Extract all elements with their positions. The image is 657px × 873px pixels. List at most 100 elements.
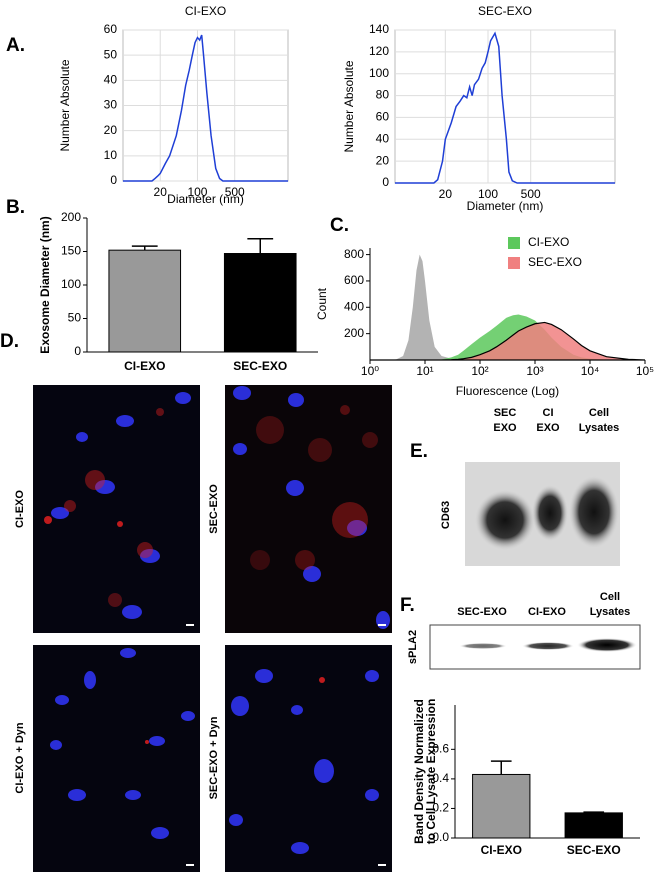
legend-label: CI-EXO	[528, 235, 569, 249]
y-tick-label: 200	[61, 210, 81, 224]
y-axis-label: Band Density Normalized	[412, 699, 426, 844]
image-label: CI-EXO	[14, 490, 26, 528]
y-tick-label: 0.6	[432, 742, 449, 756]
bar	[108, 249, 182, 353]
lane-label: CI	[543, 407, 554, 419]
x-axis-label: Fluorescence (Log)	[456, 384, 559, 398]
line	[123, 34, 288, 182]
y-axis-label: Exosome Diameter (nm)	[38, 216, 52, 353]
lane-label: SEC	[494, 407, 517, 419]
y-tick-label: 0.4	[432, 771, 449, 785]
x-tick-label: SEC-EXO	[567, 843, 621, 857]
panel-label: C.	[330, 215, 349, 236]
y-tick-label: 80	[376, 88, 390, 102]
y-axis-label: to Cell Lysate Expression	[424, 699, 438, 845]
y-axis-label: Count	[315, 287, 329, 320]
lane-label: Cell	[600, 591, 620, 603]
y-tick-label: 40	[104, 73, 118, 87]
x-tick-label: 100	[187, 185, 207, 199]
chart-title: CI-EXO	[185, 4, 226, 18]
blot-spla2: SEC-EXO CI-EXO Cell Lysates sPLA2	[407, 591, 641, 670]
bar	[223, 253, 297, 353]
x-tick-label: CI-EXO	[481, 843, 522, 857]
error-bar	[131, 245, 158, 251]
x-tick-label: 10²	[471, 364, 488, 378]
y-tick-label: 140	[369, 22, 389, 36]
error-bar	[583, 811, 605, 813]
y-tick-label: 20	[376, 153, 390, 167]
image-label: CI-EXO + Dyn	[14, 722, 26, 793]
legend-swatch	[508, 237, 520, 249]
y-tick-label: 40	[376, 131, 390, 145]
x-tick-label: 500	[521, 187, 541, 201]
y-tick-label: 150	[61, 244, 81, 258]
y-tick-label: 20	[104, 123, 118, 137]
y-tick-label: 0	[74, 344, 81, 358]
legend-swatch	[508, 257, 520, 269]
panel-label: E.	[410, 441, 428, 462]
image-label: SEC-EXO + Dyn	[208, 716, 220, 799]
y-tick-label: 400	[344, 299, 364, 313]
panel-label: F.	[400, 595, 415, 616]
blot-cd63: SEC EXO CI EXO Cell Lysates CD63	[440, 407, 620, 566]
y-tick-label: 100	[61, 277, 81, 291]
y-tick-label: 800	[344, 247, 364, 261]
y-axis-label: Number Absolute	[342, 60, 356, 152]
y-axis-label: Number Absolute	[58, 59, 72, 151]
y-tick-label: 0	[110, 173, 117, 187]
y-tick-label: 0.0	[432, 830, 449, 844]
lane-label: Lysates	[590, 606, 631, 618]
bar	[472, 773, 531, 839]
x-tick-label: 20	[439, 187, 453, 201]
x-tick-label: 20	[154, 185, 168, 199]
y-tick-label: 60	[376, 110, 390, 124]
panel-label: A.	[6, 35, 25, 56]
x-tick-label: 100	[478, 187, 498, 201]
y-tick-label: 600	[344, 273, 364, 287]
x-axis-label: Diameter (nm)	[167, 192, 244, 206]
x-tick-label: 10⁵	[636, 364, 654, 378]
y-tick-label: 200	[344, 326, 364, 340]
y-tick-label: 50	[104, 47, 118, 61]
marker-label: sPLA2	[407, 630, 419, 664]
lane-label: CI-EXO	[528, 606, 566, 618]
x-tick-label: 10¹	[416, 364, 433, 378]
lane-label: Cell	[589, 407, 609, 419]
plot-frame	[394, 29, 616, 184]
area	[370, 254, 645, 360]
y-tick-label: 30	[104, 98, 118, 112]
error-bar	[490, 760, 512, 775]
x-tick-label: 10⁴	[581, 364, 600, 378]
chart-title: SEC-EXO	[478, 4, 532, 18]
micrographs: CI-EXO SEC-EXO CI-EXO + Dyn SEC-EXO + Dy…	[14, 385, 392, 872]
x-tick-label: 10⁰	[361, 364, 379, 378]
marker-label: CD63	[440, 501, 452, 529]
area	[370, 314, 645, 360]
panel-label: D.	[0, 331, 19, 352]
image-label: SEC-EXO	[208, 484, 220, 534]
bar	[564, 812, 623, 839]
y-tick-label: 0.2	[432, 801, 449, 815]
y-tick-label: 10	[104, 148, 118, 162]
lane-label: EXO	[493, 422, 517, 434]
y-tick-label: 0	[382, 175, 389, 189]
lane-label: SEC-EXO	[457, 606, 507, 618]
y-tick-label: 120	[369, 44, 389, 58]
area	[370, 321, 646, 361]
lane-label: EXO	[536, 422, 560, 434]
line	[395, 31, 615, 184]
x-tick-label: 10³	[526, 364, 543, 378]
panel-label: B.	[6, 197, 25, 218]
x-tick-label: 500	[225, 185, 245, 199]
lane-label: Lysates	[579, 422, 620, 434]
x-tick-label: SEC-EXO	[233, 359, 287, 373]
x-tick-label: CI-EXO	[124, 359, 165, 373]
x-axis-label: Diameter (nm)	[467, 199, 544, 213]
error-bar	[247, 238, 274, 254]
legend-label: SEC-EXO	[528, 255, 582, 269]
y-tick-label: 50	[68, 311, 82, 325]
y-tick-label: 100	[369, 66, 389, 80]
y-tick-label: 60	[104, 22, 118, 36]
